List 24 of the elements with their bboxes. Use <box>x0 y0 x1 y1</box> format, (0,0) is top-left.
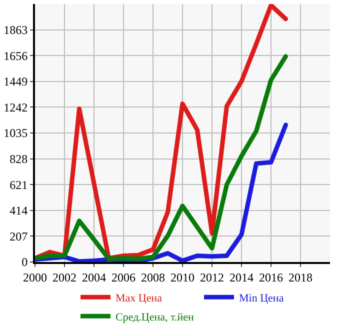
y-tick-label: 621 <box>10 178 28 192</box>
y-tick-label: 828 <box>10 152 28 166</box>
x-tick-label: 2012 <box>200 270 224 284</box>
x-tick-label: 2010 <box>170 270 194 284</box>
y-tick-label: 1242 <box>4 100 28 114</box>
x-tick-label: 2016 <box>259 270 283 284</box>
y-tick-label: 207 <box>10 229 28 244</box>
line-series <box>35 54 288 262</box>
legend-label: Max Цена <box>116 292 162 304</box>
x-tick-label: 2002 <box>52 270 76 284</box>
legend-label: Сред.Цена, т.йен <box>116 311 194 324</box>
y-tick-label: 1035 <box>4 126 28 140</box>
x-tick-label: 2014 <box>230 270 254 284</box>
y-tick-label: 1863 <box>4 23 28 37</box>
x-tick-label: 2004 <box>82 270 106 284</box>
x-tick-label: 2018 <box>288 270 312 284</box>
legend-label: Min Цена <box>239 292 284 304</box>
x-tick-label: 2006 <box>112 270 136 284</box>
x-tick-label: 2008 <box>141 270 165 284</box>
y-tick-label: 1656 <box>4 48 28 63</box>
y-tick-label: 1449 <box>4 74 28 89</box>
y-tick-label: 0 <box>22 255 28 270</box>
y-tick-label: 414 <box>10 204 28 218</box>
x-tick-label: 2000 <box>23 270 47 284</box>
